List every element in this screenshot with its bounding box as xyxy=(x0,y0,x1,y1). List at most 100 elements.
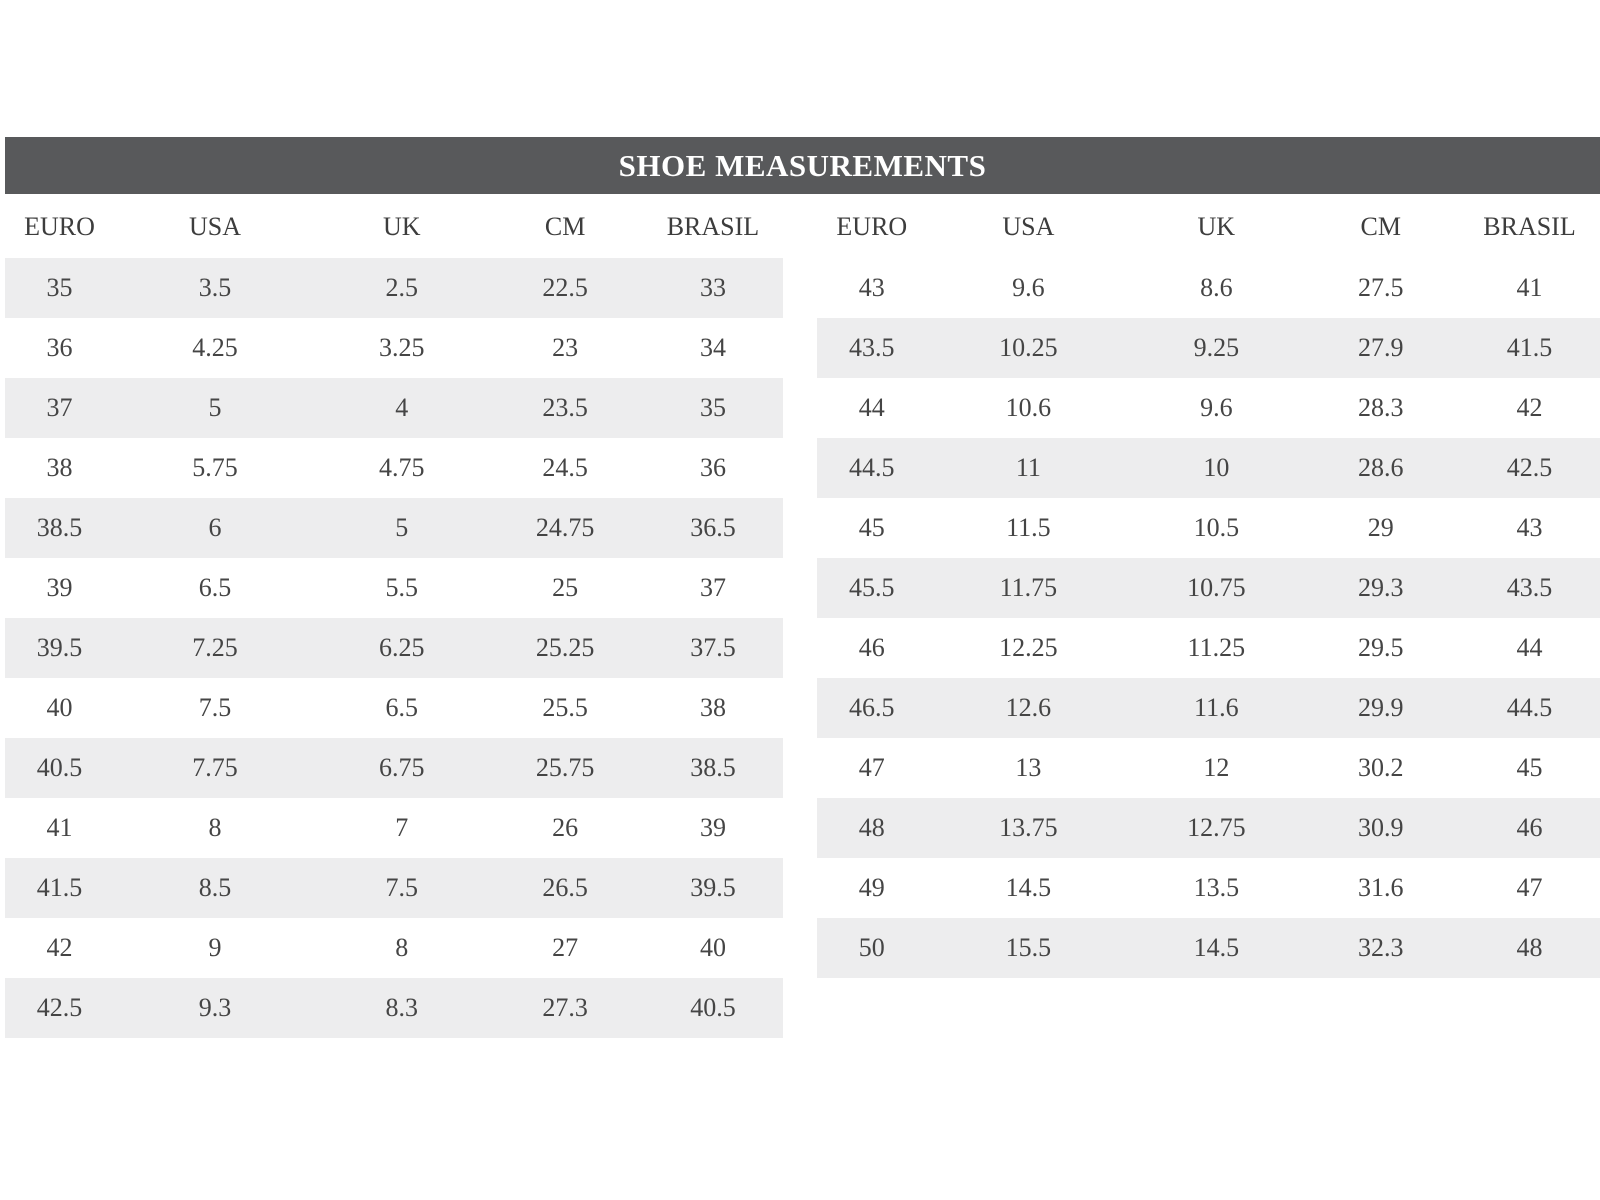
size-value-cell: 9.6 xyxy=(1200,393,1233,422)
size-value-cell: 35 xyxy=(46,273,73,302)
table-row: 41.5 8.5 7.5 26.5 39.5 xyxy=(5,858,783,918)
size-value-cell: 41.5 xyxy=(36,873,83,902)
column-header-brasil: BRASIL xyxy=(666,212,760,241)
column-header-euro: EURO xyxy=(836,212,908,241)
size-value-cell: 9.3 xyxy=(198,993,232,1022)
size-value-cell: 5 xyxy=(395,513,409,542)
size-value-cell: 9 xyxy=(208,933,222,962)
table-row: 39 6.5 5.5 25 37 xyxy=(5,558,783,618)
size-value-cell: 36.5 xyxy=(690,513,736,542)
table-row: 42.5 9.3 8.3 27.3 40.5 xyxy=(5,978,783,1038)
size-value-cell: 23 xyxy=(552,333,579,362)
size-value-cell: 4 xyxy=(395,393,409,422)
size-value-cell: 26.5 xyxy=(542,873,588,902)
size-value-cell: 12.6 xyxy=(1005,693,1052,722)
size-value-cell: 24.75 xyxy=(535,513,595,542)
size-value-cell: 46 xyxy=(1516,813,1543,842)
size-value-cell: 39.5 xyxy=(690,873,736,902)
size-value-cell: 7.25 xyxy=(192,633,238,662)
table-row: 44 10.6 9.6 28.3 42 xyxy=(817,378,1600,438)
size-value-cell: 29.3 xyxy=(1357,573,1404,602)
table-row: 35 3.5 2.5 22.5 33 xyxy=(5,258,783,318)
table-row: 47 13 12 30.2 45 xyxy=(817,738,1600,798)
size-value-cell: 38 xyxy=(46,453,73,482)
size-value-cell: 37 xyxy=(46,393,73,422)
size-value-cell: 37.5 xyxy=(690,633,736,662)
table-row: 48 13.75 12.75 30.9 46 xyxy=(817,798,1600,858)
size-value-cell: 45.5 xyxy=(849,573,895,602)
size-value-cell: 44.5 xyxy=(849,453,895,482)
table-row: 50 15.5 14.5 32.3 48 xyxy=(817,918,1600,978)
size-value-cell: 25.5 xyxy=(542,693,588,722)
size-value-cell: 45 xyxy=(858,513,885,542)
size-value-cell: 39 xyxy=(699,813,726,842)
size-value-cell: 32.3 xyxy=(1357,933,1404,962)
size-value-cell: 40.5 xyxy=(690,993,736,1022)
right-table-header-row: EURO USA UK CM BRASIL xyxy=(817,196,1600,258)
table-row: 44.5 11 10 28.6 42.5 xyxy=(817,438,1600,498)
left-table-header-row: EURO USA UK CM BRASIL xyxy=(5,196,783,258)
table-row: 45 11.5 10.5 29 43 xyxy=(817,498,1600,558)
table-row: 41 8 7 26 39 xyxy=(5,798,783,858)
size-value-cell: 46.5 xyxy=(849,693,895,722)
size-value-cell: 39.5 xyxy=(36,633,83,662)
size-value-cell: 8 xyxy=(208,813,222,842)
size-value-cell: 6.5 xyxy=(198,573,232,602)
size-value-cell: 10 xyxy=(1203,453,1230,482)
size-value-cell: 48 xyxy=(858,813,885,842)
size-value-cell: 28.6 xyxy=(1357,453,1404,482)
size-value-cell: 46 xyxy=(858,633,885,662)
size-value-cell: 8 xyxy=(395,933,409,962)
size-value-cell: 27.3 xyxy=(542,993,588,1022)
left-size-table: EURO USA UK CM BRASIL 35 3.5 2.5 22.5 33 36 4.… xyxy=(5,196,783,1038)
size-value-cell: 38.5 xyxy=(690,753,736,782)
size-value-cell: 7.5 xyxy=(198,693,232,722)
size-value-cell: 35 xyxy=(699,393,726,422)
size-value-cell: 10.25 xyxy=(999,333,1058,362)
size-value-cell: 40.5 xyxy=(36,753,83,782)
table-row: 36 4.25 3.25 23 34 xyxy=(5,318,783,378)
size-value-cell: 39 xyxy=(46,573,73,602)
size-value-cell: 10.75 xyxy=(1187,573,1246,602)
column-header-uk: UK xyxy=(382,212,421,241)
size-value-cell: 45 xyxy=(1516,753,1543,782)
size-value-cell: 3.25 xyxy=(379,333,425,362)
size-value-cell: 12.75 xyxy=(1187,813,1246,842)
size-value-cell: 33 xyxy=(699,273,726,302)
size-value-cell: 11.25 xyxy=(1187,633,1246,662)
size-value-cell: 47 xyxy=(858,753,885,782)
chart-title-bar: SHOE MEASUREMENTS xyxy=(5,137,1600,194)
size-value-cell: 5 xyxy=(208,393,222,422)
size-value-cell: 37 xyxy=(699,573,726,602)
size-value-cell: 42 xyxy=(46,933,73,962)
size-value-cell: 7.5 xyxy=(385,873,419,902)
size-value-cell: 31.6 xyxy=(1357,873,1404,902)
table-row: 46.5 12.6 11.6 29.9 44.5 xyxy=(817,678,1600,738)
size-value-cell: 36 xyxy=(699,453,726,482)
size-value-cell: 43 xyxy=(858,273,885,302)
size-value-cell: 5.5 xyxy=(385,573,419,602)
size-value-cell: 9.6 xyxy=(1012,273,1045,302)
table-row: 42 9 8 27 40 xyxy=(5,918,783,978)
size-value-cell: 6.25 xyxy=(379,633,425,662)
table-row: 46 12.25 11.25 29.5 44 xyxy=(817,618,1600,678)
size-value-cell: 8.6 xyxy=(1200,273,1233,302)
size-value-cell: 40 xyxy=(46,693,73,722)
size-value-cell: 43.5 xyxy=(1506,573,1553,602)
column-header-usa: USA xyxy=(1002,212,1055,241)
table-row: 38.5 6 5 24.75 36.5 xyxy=(5,498,783,558)
size-value-cell: 29.5 xyxy=(1357,633,1404,662)
size-value-cell: 14.5 xyxy=(1005,873,1052,902)
size-value-cell: 10.6 xyxy=(1005,393,1052,422)
size-value-cell: 12 xyxy=(1203,753,1230,782)
size-value-cell: 14.5 xyxy=(1193,933,1240,962)
size-value-cell: 11 xyxy=(1015,453,1041,482)
size-value-cell: 42 xyxy=(1516,393,1543,422)
size-value-cell: 8.3 xyxy=(385,993,419,1022)
size-value-cell: 25 xyxy=(552,573,579,602)
size-value-cell: 5.75 xyxy=(192,453,238,482)
table-row: 38 5.75 4.75 24.5 36 xyxy=(5,438,783,498)
size-value-cell: 22.5 xyxy=(542,273,588,302)
size-value-cell: 28.3 xyxy=(1357,393,1404,422)
